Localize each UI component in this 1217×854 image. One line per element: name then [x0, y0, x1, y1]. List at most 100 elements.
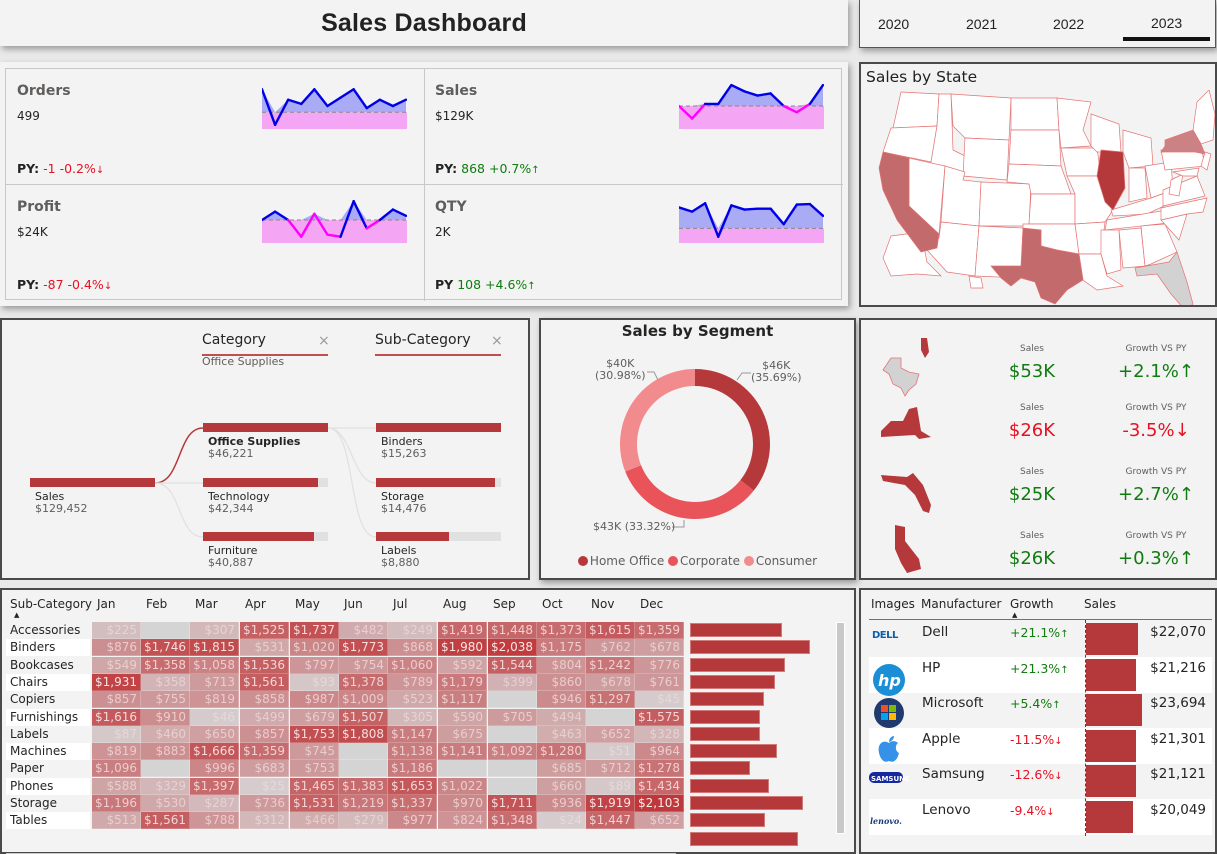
vertical-scrollbar[interactable]	[836, 622, 845, 834]
matrix-cell[interactable]: $1,378	[339, 673, 388, 691]
matrix-cell[interactable]: $1,931	[92, 673, 141, 691]
matrix-cell[interactable]: $712	[586, 760, 635, 778]
matrix-cell[interactable]: $660	[537, 777, 586, 795]
matrix-cell[interactable]: $1,186	[388, 760, 437, 778]
decomp-bar-storage[interactable]	[376, 478, 501, 487]
matrix-cell[interactable]	[488, 691, 537, 709]
matrix-cell[interactable]: $329	[141, 777, 190, 795]
manufacturer-row-microsoft[interactable]: Microsoft +5.4%↑ $23,694	[869, 692, 1212, 728]
column-header-may[interactable]: May	[295, 597, 320, 611]
matrix-cell[interactable]: $1,531	[290, 795, 339, 812]
column-header-jun[interactable]: Jun	[344, 597, 363, 611]
matrix-cell[interactable]: $824	[438, 812, 487, 830]
matrix-cell[interactable]: $797	[290, 656, 339, 674]
matrix-cell[interactable]: $910	[141, 708, 190, 726]
matrix-cell[interactable]: $1,753	[290, 725, 339, 743]
matrix-cell[interactable]: $523	[388, 691, 437, 709]
matrix-cell[interactable]: $592	[438, 656, 487, 674]
decomp-bar-furniture[interactable]	[203, 532, 328, 541]
row-header-paper[interactable]: Paper	[10, 761, 44, 776]
matrix-cell[interactable]: $1,009	[339, 691, 388, 709]
matrix-cell[interactable]: $652	[586, 725, 635, 743]
column-header-oct[interactable]: Oct	[542, 597, 563, 611]
decomp-bar-technology[interactable]	[203, 478, 328, 487]
matrix-cell[interactable]: $1,711	[488, 795, 537, 812]
state-south-dakota[interactable]	[1008, 129, 1062, 167]
close-icon[interactable]: ×	[491, 333, 503, 349]
matrix-cell[interactable]: $1,773	[339, 639, 388, 657]
us-map[interactable]	[861, 90, 1215, 305]
matrix-cell[interactable]: $678	[586, 673, 635, 691]
matrix-cell[interactable]: $588	[92, 777, 141, 795]
kpi-card-qty[interactable]: QTY 2K PY 108 +4.6%↑	[424, 185, 842, 300]
matrix-cell[interactable]: $46	[190, 708, 239, 726]
column-header-nov[interactable]: Nov	[591, 597, 615, 611]
matrix-cell[interactable]	[586, 708, 635, 726]
legend-item-corporate[interactable]: Corporate	[668, 554, 740, 568]
year-tab-2022[interactable]: 2022	[1053, 16, 1085, 32]
matrix-cell[interactable]: $1,447	[586, 812, 635, 830]
state-west-virginia[interactable]	[1168, 173, 1184, 197]
state-illinois[interactable]	[1096, 149, 1126, 211]
state-california[interactable]	[878, 151, 940, 253]
state-texas[interactable]	[990, 227, 1084, 305]
close-icon[interactable]: ×	[318, 333, 330, 349]
matrix-cell[interactable]: $819	[92, 743, 141, 761]
matrix-cell[interactable]: $678	[635, 639, 684, 657]
matrix-cell[interactable]: $857	[92, 691, 141, 709]
matrix-cell[interactable]: $45	[635, 691, 684, 709]
row-header-storage[interactable]: Storage	[10, 796, 57, 810]
matrix-cell[interactable]: $307	[190, 622, 239, 639]
state-georgia[interactable]	[1140, 223, 1178, 267]
state-kansas[interactable]	[1028, 193, 1076, 225]
matrix-cell[interactable]: $936	[537, 795, 586, 812]
matrix-cell[interactable]: $1,337	[388, 795, 437, 812]
matrix-cell[interactable]: $1,242	[586, 656, 635, 674]
matrix-cell[interactable]: $789	[388, 673, 437, 691]
matrix-cell[interactable]: $679	[290, 708, 339, 726]
matrix-cell[interactable]: $305	[388, 708, 437, 726]
matrix-cell[interactable]: $883	[141, 743, 190, 761]
matrix-cell[interactable]: $1,138	[388, 743, 437, 761]
matrix-cell[interactable]: $1,175	[537, 639, 586, 657]
matrix-cell[interactable]: $2,038	[488, 639, 537, 657]
state-north-carolina[interactable]	[1160, 197, 1208, 221]
state-washington[interactable]	[892, 91, 940, 129]
matrix-cell[interactable]: $499	[240, 708, 289, 726]
matrix-cell[interactable]: $463	[537, 725, 586, 743]
matrix-cell[interactable]: $736	[240, 795, 289, 812]
state-michigan[interactable]	[1122, 129, 1154, 169]
matrix-cell[interactable]: $745	[290, 743, 339, 761]
matrix-cell[interactable]: $1,348	[488, 812, 537, 830]
matrix-cell[interactable]: $1,060	[388, 656, 437, 674]
row-header-chairs[interactable]: Chairs	[6, 673, 90, 691]
matrix-cell[interactable]: $860	[537, 673, 586, 691]
state-new-york[interactable]	[1160, 129, 1206, 155]
column-header-mar[interactable]: Mar	[195, 597, 218, 611]
matrix-cell[interactable]: $482	[339, 622, 388, 639]
state-alabama[interactable]	[1118, 227, 1146, 269]
matrix-cell[interactable]: $1,919	[586, 795, 635, 812]
matrix-cell[interactable]: $225	[92, 622, 141, 639]
row-header-tables[interactable]: Tables	[6, 812, 90, 830]
matrix-cell[interactable]: $513	[92, 812, 141, 830]
state-minnesota[interactable]	[1056, 97, 1092, 149]
matrix-cell[interactable]: $1,507	[339, 708, 388, 726]
matrix-cell[interactable]: $494	[537, 708, 586, 726]
matrix-cell[interactable]: $1,666	[190, 743, 239, 761]
matrix-cell[interactable]: $685	[537, 760, 586, 778]
row-header-phones[interactable]: Phones	[6, 777, 90, 795]
matrix-cell[interactable]: $753	[290, 760, 339, 778]
state-maryland[interactable]	[1171, 167, 1200, 177]
year-tab-2023[interactable]: 2023	[1122, 15, 1211, 41]
matrix-cell[interactable]: $1,196	[92, 795, 141, 812]
matrix-cell[interactable]: $2,103	[635, 795, 684, 812]
matrix-cell[interactable]: $51	[586, 743, 635, 761]
matrix-cell[interactable]: $1,117	[438, 691, 487, 709]
matrix-cell[interactable]: $1,448	[488, 622, 537, 639]
matrix-cell[interactable]: $1,219	[339, 795, 388, 812]
state-mississippi[interactable]	[1100, 229, 1122, 275]
matrix-cell[interactable]: $858	[240, 691, 289, 709]
matrix-cell[interactable]: $25	[240, 777, 289, 795]
matrix-cell[interactable]: $279	[339, 812, 388, 830]
